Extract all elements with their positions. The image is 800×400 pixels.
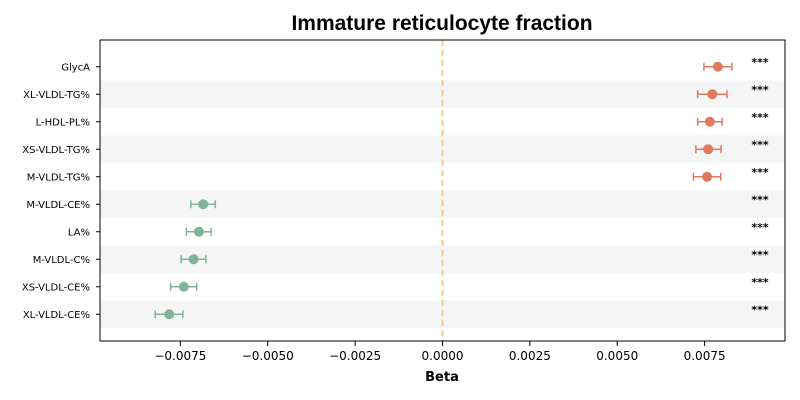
data-point (707, 89, 718, 100)
x-tick-label: 0.0025 (509, 349, 551, 363)
data-point (188, 254, 199, 265)
data-point (178, 281, 189, 292)
data-point (704, 116, 715, 127)
data-point (198, 199, 209, 210)
y-tick-label: L-HDL-PL% (36, 117, 90, 128)
y-tick-label: M-VLDL-C% (33, 255, 90, 266)
y-tick-label: XS-VLDL-CE% (22, 282, 90, 293)
data-point (193, 226, 204, 237)
x-tick-label: 0.0075 (684, 349, 726, 363)
significance-label: *** (751, 276, 769, 289)
data-point (703, 144, 714, 155)
y-tick-label: GlycA (61, 62, 90, 73)
significance-label: *** (751, 193, 769, 206)
row-band (100, 135, 785, 163)
chart-title: Immature reticulocyte fraction (291, 12, 592, 35)
significance-label: *** (751, 56, 769, 69)
y-tick-label: XL-VLDL-CE% (23, 310, 90, 321)
data-point (164, 309, 175, 320)
significance-label: *** (751, 303, 769, 316)
y-tick-label: XS-VLDL-TG% (22, 145, 90, 156)
data-marks: *** *** *** *** *** *** *** *** *** *** (154, 56, 769, 320)
y-axis-labels: GlycA XL-VLDL-TG% L-HDL-PL% XS-VLDL-TG% M-VL… (22, 62, 100, 321)
x-tick-label: −0.0075 (154, 349, 206, 363)
data-point (712, 61, 723, 72)
significance-label: *** (751, 221, 769, 234)
x-tick-label: −0.0050 (242, 349, 294, 363)
significance-label: *** (751, 166, 769, 179)
x-tick-label: 0.0000 (422, 349, 464, 363)
y-tick-label: LA% (68, 227, 90, 238)
data-point (702, 171, 713, 182)
y-tick-label: M-VLDL-CE% (26, 200, 90, 211)
plot-frame (99, 39, 786, 342)
significance-label: *** (751, 111, 769, 124)
x-tick-label: −0.0025 (329, 349, 381, 363)
significance-label: *** (751, 248, 769, 261)
significance-label: *** (751, 138, 769, 151)
y-tick-label: XL-VLDL-TG% (23, 90, 90, 101)
y-tick-label: M-VLDL-TG% (27, 172, 90, 183)
x-tick-label: 0.0050 (596, 349, 638, 363)
x-axis: −0.0075 −0.0050 −0.0025 0.0000 0.0025 0.0050 0… (154, 341, 726, 363)
x-axis-label: Beta (425, 370, 459, 385)
significance-label: *** (751, 83, 769, 96)
